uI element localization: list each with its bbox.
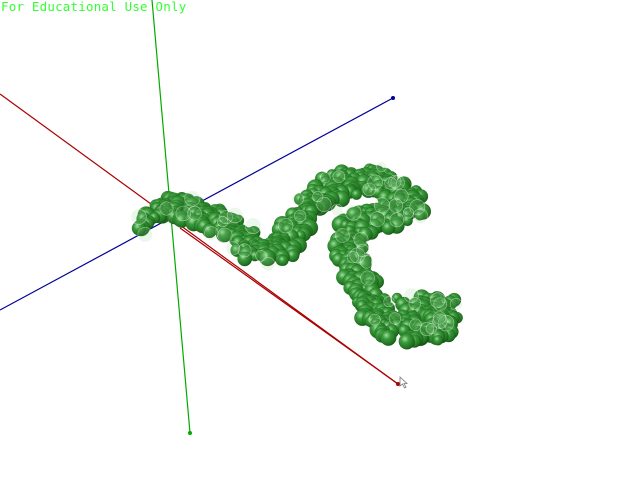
- atom-surface-halo: [346, 251, 360, 264]
- atom-surface-halo: [159, 201, 174, 216]
- atom-surface-halo: [394, 188, 409, 204]
- atom-surface-halo: [204, 226, 219, 241]
- z-axis-end-marker: [391, 96, 395, 100]
- atom-surface-halo: [403, 287, 419, 303]
- atom-surface-halo: [291, 192, 305, 205]
- atom-surface-halo: [312, 191, 324, 203]
- atom-surface-halo: [384, 177, 398, 190]
- atom-surface-halo: [367, 174, 383, 191]
- atom-surface-halo: [412, 208, 429, 224]
- atom-sphere: [398, 333, 416, 350]
- atom-surface-halo: [130, 208, 147, 225]
- atom-surface-halo: [449, 297, 463, 311]
- atom-surface-halo: [376, 161, 387, 173]
- atom-sphere: [237, 251, 253, 267]
- x-axis-line: [0, 93, 399, 385]
- atom-sphere: [131, 220, 147, 236]
- atom-surface-halo: [353, 231, 369, 247]
- atom-surface-halo: [294, 209, 307, 223]
- atom-surface-halo: [409, 318, 422, 331]
- atom-surface-halo: [187, 206, 202, 221]
- atom-surface-halo: [261, 256, 276, 271]
- atom-surface-halo: [345, 204, 362, 221]
- atom-sphere: [380, 329, 397, 346]
- atom-surface-halo: [278, 218, 294, 234]
- atom-surface-halo: [360, 270, 375, 286]
- x-axis-front-segment: [179, 227, 399, 385]
- atom-sphere: [432, 334, 444, 346]
- molecule-space-filling-model[interactable]: [130, 161, 463, 350]
- atom-surface-halo: [383, 296, 395, 308]
- y-axis-end-marker: [188, 431, 192, 435]
- atom-surface-halo: [331, 203, 344, 216]
- atom-surface-halo: [225, 241, 240, 256]
- atom-surface-halo: [237, 243, 252, 258]
- atom-surface-halo: [408, 297, 421, 310]
- atom-surface-halo: [332, 170, 346, 183]
- atom-surface-halo: [369, 211, 386, 227]
- atom-surface-halo: [388, 198, 403, 213]
- atom-surface-halo: [437, 314, 455, 332]
- atom-surface-halo: [432, 311, 447, 325]
- atom-surface-halo: [419, 321, 435, 337]
- mouse-pointer-icon: [399, 376, 409, 389]
- atom-surface-halo: [217, 216, 229, 228]
- atom-surface-halo: [409, 199, 426, 216]
- atom-surface-halo: [432, 313, 448, 329]
- atom-surface-halo: [184, 190, 201, 207]
- atom-surface-halo: [226, 207, 243, 224]
- atom-sphere: [350, 188, 363, 201]
- atom-surface-halo: [335, 228, 350, 243]
- atom-surface-halo: [373, 197, 390, 214]
- atom-surface-halo: [175, 205, 192, 222]
- atom-surface-halo: [255, 250, 267, 262]
- atom-surface-halo: [389, 212, 405, 228]
- atom-surface-halo: [368, 313, 381, 326]
- atom-sphere: [277, 254, 289, 267]
- atom-surface-halo: [388, 312, 402, 325]
- atom-surface-halo: [320, 172, 331, 183]
- atom-surface-halo: [244, 217, 262, 235]
- atom-surface-halo: [356, 244, 370, 258]
- atom-surface-halo: [217, 227, 233, 243]
- atom-surface-halo: [430, 292, 446, 308]
- atom-surface-halo: [137, 227, 153, 243]
